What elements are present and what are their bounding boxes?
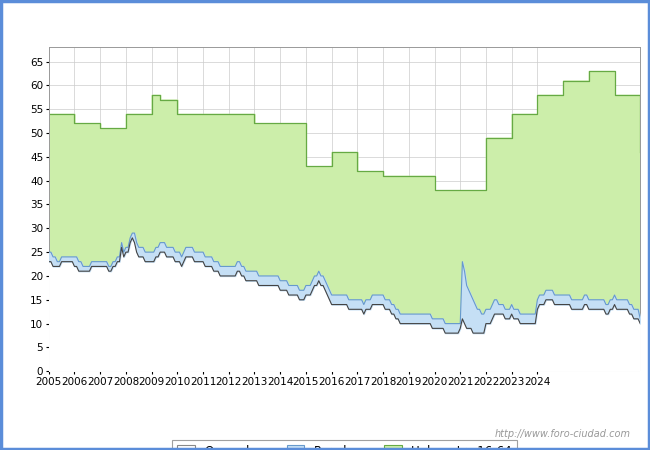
Text: foro-ciudad.com: foro-ciudad.com (265, 248, 424, 267)
Text: http://www.foro-ciudad.com: http://www.foro-ciudad.com (495, 429, 630, 439)
Text: Corrales de Duero - Evolucion de la poblacion en edad de Trabajar Mayo de 2024: Corrales de Duero - Evolucion de la pobl… (55, 14, 595, 27)
Legend: Ocupados, Parados, Hab. entre 16-64: Ocupados, Parados, Hab. entre 16-64 (172, 440, 517, 450)
